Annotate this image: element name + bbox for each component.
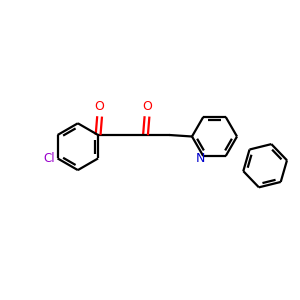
Text: O: O (95, 100, 104, 113)
Text: N: N (196, 152, 206, 165)
Text: Cl: Cl (44, 152, 55, 165)
Text: O: O (142, 100, 152, 113)
